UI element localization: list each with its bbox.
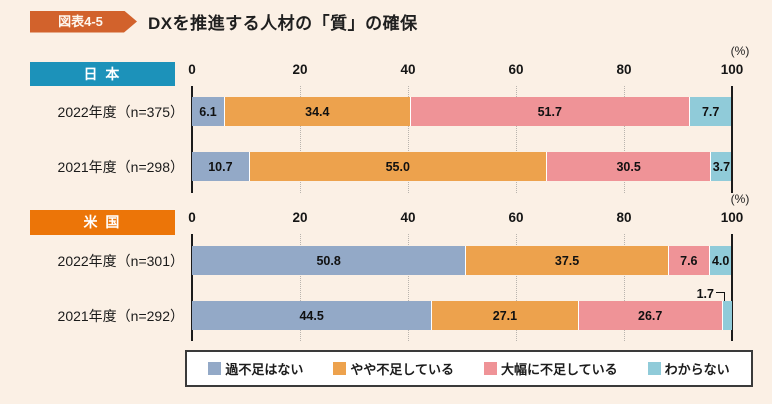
axis-line xyxy=(191,234,193,341)
legend-label: わからない xyxy=(664,362,730,377)
section-header-japan: 日 本 xyxy=(30,62,175,86)
row-label: 2022年度（n=375） xyxy=(57,103,184,120)
axis-tick-label: 60 xyxy=(508,62,524,77)
segment-value-label: 55.0 xyxy=(385,159,410,174)
legend-item: やや不足している xyxy=(333,359,454,378)
axis-tick-label: 100 xyxy=(720,62,744,77)
segment-value-label: 34.4 xyxy=(305,104,330,119)
segment-value-label: 10.7 xyxy=(208,159,233,174)
bar-segment: 34.4 xyxy=(224,97,411,126)
segment-value-label: 37.5 xyxy=(554,253,580,268)
segment-value-label: 27.1 xyxy=(492,308,518,323)
legend-label: 過不足はない xyxy=(225,362,304,377)
axis-tick-label: 80 xyxy=(616,210,632,225)
chart-legend: 過不足はない やや不足している 大幅に不足している わからない xyxy=(185,350,753,387)
axis-tick-label: 60 xyxy=(508,210,524,225)
axis-line xyxy=(731,234,733,341)
bar-segment: 30.5 xyxy=(546,152,712,181)
gridline xyxy=(624,234,625,341)
axis-line xyxy=(191,86,193,193)
axis-tick-label: 80 xyxy=(616,62,632,77)
row-label: 2022年度（n=301） xyxy=(57,252,184,269)
bar-segment: 27.1 xyxy=(432,301,579,330)
gridline xyxy=(300,86,301,193)
bar-segment: 51.7 xyxy=(410,97,690,126)
segment-value-label: 51.7 xyxy=(537,104,562,119)
axis-line xyxy=(731,86,733,193)
legend-label: やや不足している xyxy=(350,362,454,377)
segment-value-label: 30.5 xyxy=(616,159,641,174)
legend-item: 大幅に不足している xyxy=(484,359,618,378)
axis-tick-label: 40 xyxy=(400,62,416,77)
axis-tick-label: 20 xyxy=(292,62,308,77)
segment-value-label: 44.5 xyxy=(299,308,324,323)
bar-segment: 50.8 xyxy=(192,246,467,275)
bar-segment xyxy=(722,301,732,330)
legend-swatch xyxy=(208,362,222,375)
gridline xyxy=(408,234,409,341)
gridline xyxy=(624,86,625,193)
bar-segment: 44.5 xyxy=(192,301,433,330)
gridline xyxy=(300,234,301,341)
legend-swatch xyxy=(484,362,497,375)
figure-number-badge: 図表4-5 xyxy=(30,11,137,33)
figure-title-row: 図表4-5 DXを推進する人材の「質」の確保 xyxy=(30,9,418,34)
legend-label: 大幅に不足している xyxy=(501,362,618,377)
segment-value-label: 50.8 xyxy=(316,253,341,268)
callout-bracket xyxy=(716,292,725,301)
gridline xyxy=(516,234,517,341)
segment-value-label: 7.7 xyxy=(701,104,720,119)
bar-segment: 6.1 xyxy=(192,97,225,126)
row-label: 2021年度（n=292） xyxy=(57,307,184,324)
legend-swatch xyxy=(333,362,347,375)
bar-segment: 55.0 xyxy=(249,152,547,181)
gridline xyxy=(408,86,409,193)
axis-tick-label: 20 xyxy=(292,210,308,225)
figure-title: DXを推進する人材の「質」の確保 xyxy=(148,14,418,33)
legend-swatch xyxy=(647,362,661,375)
bar-segment: 3.7 xyxy=(711,152,732,181)
bar-segment: 10.7 xyxy=(192,152,250,181)
axis-tick-label: 100 xyxy=(720,210,744,225)
legend-item: わからない xyxy=(647,359,730,378)
percent-axis-label: (%) xyxy=(730,192,750,206)
bar-segment: 37.5 xyxy=(466,246,669,275)
bar-segment: 4.0 xyxy=(709,246,732,275)
percent-axis-label: (%) xyxy=(730,44,750,58)
gridline xyxy=(516,86,517,193)
segment-value-label: 3.7 xyxy=(712,159,731,174)
bar-row: 6.1 34.4 51.7 7.7 xyxy=(192,97,732,126)
callout-value-label: 1.7 xyxy=(696,287,714,301)
segment-value-label: 7.6 xyxy=(680,253,698,268)
segment-value-label: 26.7 xyxy=(638,308,663,323)
bar-segment: 7.7 xyxy=(689,97,732,126)
bar-row: 50.8 37.5 7.6 4.0 xyxy=(192,246,732,275)
bar-row: 44.5 27.1 26.7 xyxy=(192,301,732,330)
legend-item: 過不足はない xyxy=(208,359,303,378)
bar-row: 10.7 55.0 30.5 3.7 xyxy=(192,152,732,181)
row-label: 2021年度（n=298） xyxy=(57,158,184,175)
section-header-us: 米 国 xyxy=(30,210,175,235)
axis-tick-label: 40 xyxy=(400,210,416,225)
bar-segment: 26.7 xyxy=(578,301,723,330)
segment-value-label: 4.0 xyxy=(711,253,730,268)
axis-tick-label: 0 xyxy=(188,62,196,77)
bar-segment: 7.6 xyxy=(668,246,710,275)
axis-tick-label: 0 xyxy=(188,210,196,225)
segment-value-label: 6.1 xyxy=(199,104,217,119)
